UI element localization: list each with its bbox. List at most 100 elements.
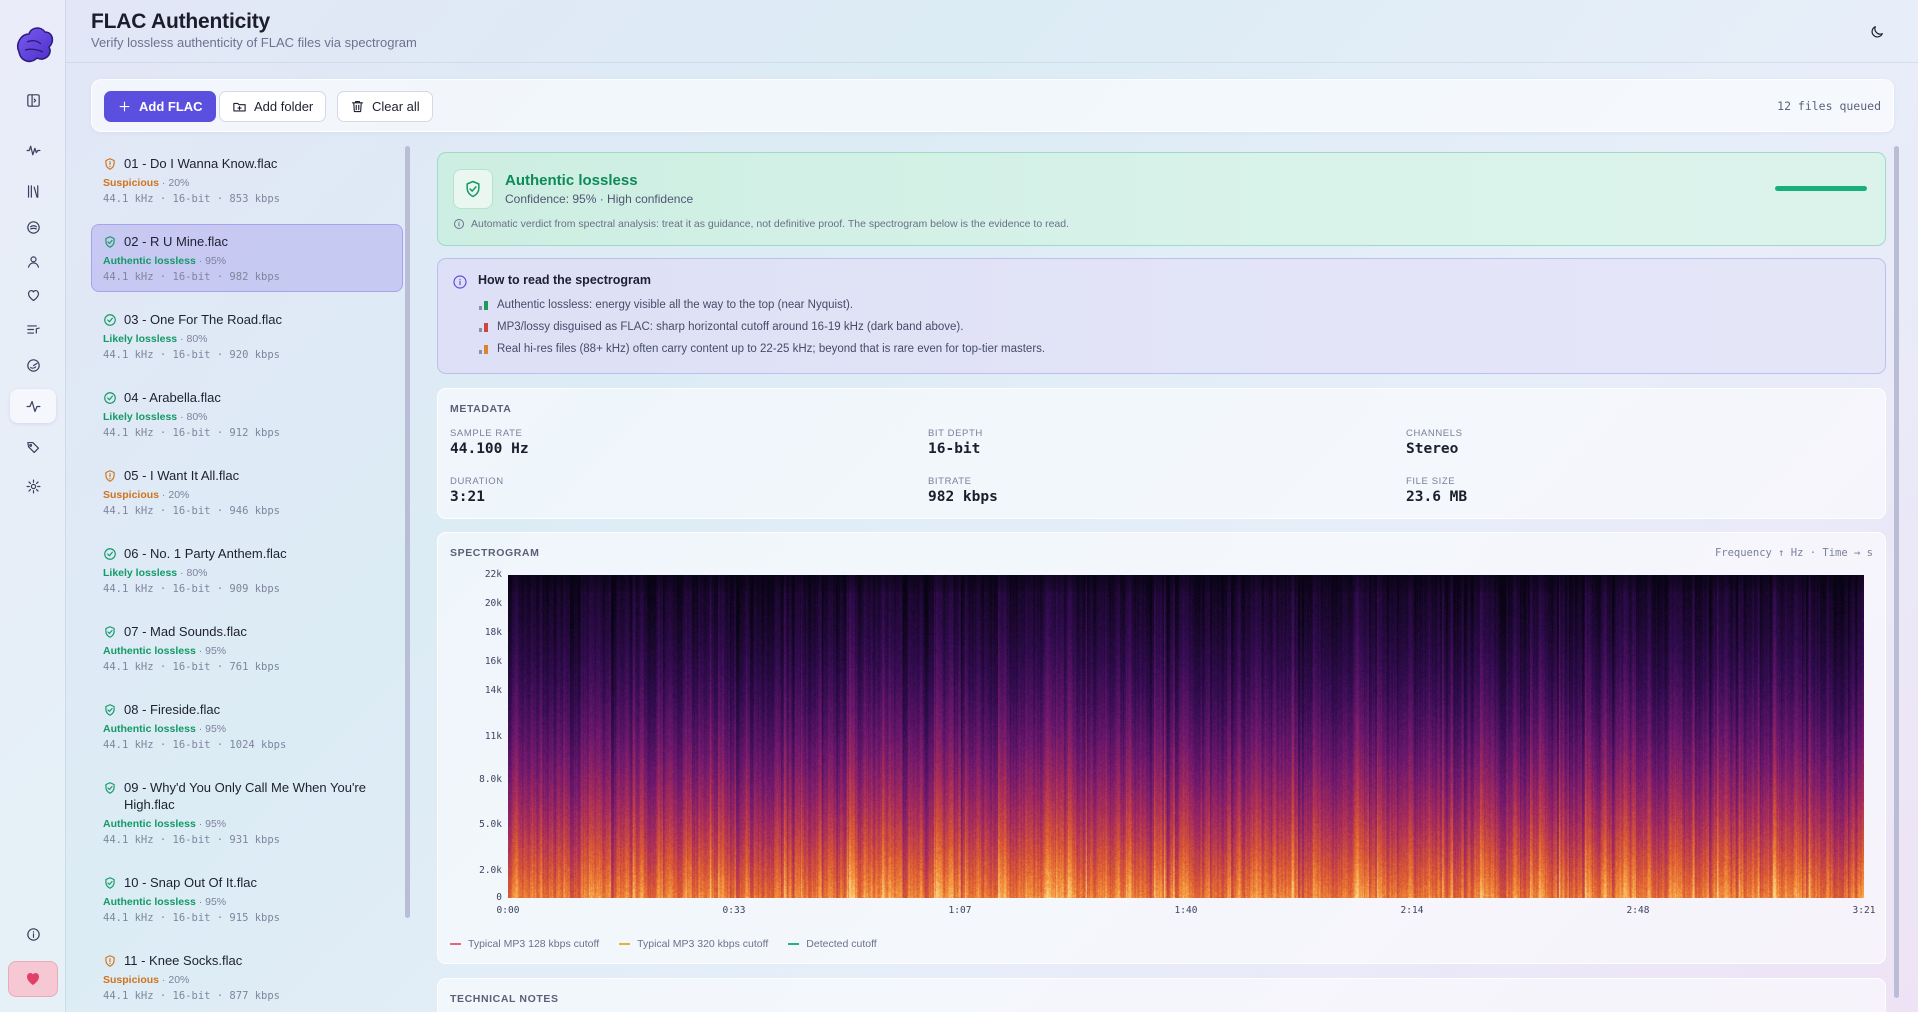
file-item[interactable]: 05 - I Want It All.flac Suspicious · 20% 4…: [91, 458, 403, 526]
file-meta: 44.1 kHz · 16-bit · 920 kbps: [103, 349, 281, 361]
legend-item: Detected cutoff: [788, 938, 877, 950]
file-name: 11 - Knee Socks.flac: [124, 953, 243, 968]
metadata-value: 16-bit: [928, 441, 981, 457]
file-status: Likely lossless · 80%: [103, 411, 208, 423]
tags-icon[interactable]: [10, 430, 56, 464]
file-meta: 44.1 kHz · 16-bit · 853 kbps: [103, 193, 281, 205]
file-status-label: Suspicious: [103, 974, 160, 986]
file-name: 06 - No. 1 Party Anthem.flac: [124, 546, 287, 561]
analysis-icon[interactable]: [10, 389, 56, 423]
disc-icon[interactable]: [10, 210, 56, 244]
file-name: 04 - Arabella.flac: [124, 390, 221, 405]
verdict-confidence: Confidence: 95% · High confidence: [505, 192, 694, 206]
clear-all-button[interactable]: Clear all: [337, 91, 433, 122]
bar-signal-icon: [479, 345, 488, 354]
technical-notes-card: TECHNICAL NOTES: [437, 978, 1886, 1012]
sidebar-toggle-icon[interactable]: [10, 83, 56, 117]
spectrogram-card: SPECTROGRAM Frequency ↑ Hz · Time → s 22…: [437, 532, 1886, 964]
file-status-label: Authentic lossless: [103, 723, 196, 735]
howto-item: MP3/lossy disguised as FLAC: sharp horiz…: [478, 321, 963, 333]
file-confidence: 80%: [186, 411, 208, 423]
page-title: FLAC Authenticity: [91, 10, 270, 33]
file-status: Suspicious · 20%: [103, 974, 190, 986]
metadata-label: BITRATE: [928, 476, 972, 487]
check-circle-icon: [104, 392, 116, 404]
metadata-label: CHANNELS: [1406, 428, 1463, 439]
x-tick-label: 1:07: [948, 905, 972, 916]
bar-signal-icon: [479, 301, 488, 310]
y-tick-label: 22k: [484, 569, 502, 580]
y-tick-label: 11k: [484, 730, 502, 742]
playlist-icon[interactable]: [10, 312, 56, 346]
main-scrollbar[interactable]: [1894, 146, 1899, 998]
app-logo-icon[interactable]: [11, 22, 57, 68]
support-heart-button[interactable]: [8, 961, 58, 997]
file-name: 01 - Do I Wanna Know.flac: [124, 156, 278, 171]
theme-toggle-button[interactable]: [1865, 20, 1889, 44]
file-status-label: Authentic lossless: [103, 818, 196, 830]
howto-item-text: MP3/lossy disguised as FLAC: sharp horiz…: [497, 321, 964, 333]
file-item[interactable]: 03 - One For The Road.flac Likely lossles…: [91, 302, 403, 370]
add-flac-button[interactable]: Add FLAC: [104, 91, 216, 122]
shield-check-icon: [105, 626, 115, 638]
file-status-label: Likely lossless: [103, 567, 178, 579]
trash-icon: [351, 100, 364, 113]
y-tick-label: 5.0k: [479, 819, 502, 831]
confidence-bar: [1775, 186, 1867, 191]
x-tick-label: 1:40: [1174, 905, 1198, 916]
page-subtitle: Verify lossless authenticity of FLAC fil…: [91, 35, 417, 50]
file-confidence: 95%: [205, 255, 227, 267]
heart-icon[interactable]: [10, 278, 56, 312]
file-name: 05 - I Want It All.flac: [124, 468, 240, 483]
spectrogram-axis-hint: Frequency ↑ Hz · Time → s: [1714, 547, 1873, 559]
x-tick-label: 3:21: [1852, 905, 1876, 916]
library-icon[interactable]: [10, 174, 56, 208]
user-icon[interactable]: [10, 244, 56, 278]
file-name: 09 - Why'd You Only Call Me When You're …: [124, 780, 366, 812]
settings-icon[interactable]: [10, 469, 56, 503]
file-item[interactable]: 07 - Mad Sounds.flac Authentic lossless ·…: [91, 614, 403, 682]
file-item[interactable]: 06 - No. 1 Party Anthem.flac Likely lossl…: [91, 536, 403, 604]
file-item[interactable]: 08 - Fireside.flac Authentic lossless · 9…: [91, 692, 403, 760]
file-list-scrollbar[interactable]: [405, 146, 410, 918]
howto-item-text: Authentic lossless: energy visible all t…: [497, 299, 854, 311]
file-item[interactable]: 04 - Arabella.flac Likely lossless · 80% 4…: [91, 380, 403, 448]
legend-item: Typical MP3 320 kbps cutoff: [619, 938, 768, 950]
header-divider: [66, 62, 1918, 63]
shield-alert-icon: [105, 955, 115, 967]
file-item[interactable]: 11 - Knee Socks.flac Suspicious · 20% 44.1…: [91, 943, 403, 1011]
file-status: Authentic lossless · 95%: [103, 818, 227, 830]
add-folder-button[interactable]: Add folder: [219, 91, 327, 122]
file-status: Suspicious · 20%: [103, 177, 190, 189]
y-tick-label: 14k: [484, 685, 502, 697]
file-meta: 44.1 kHz · 16-bit · 761 kbps: [103, 661, 281, 673]
waveform-icon[interactable]: [10, 133, 56, 167]
verdict-card: Authentic lossless Confidence: 95% · Hig…: [437, 152, 1886, 246]
file-confidence: 95%: [205, 645, 227, 657]
y-tick-label: 16k: [484, 656, 502, 668]
file-confidence: 95%: [205, 896, 227, 908]
file-name: 07 - Mad Sounds.flac: [124, 624, 247, 639]
file-status-label: Suspicious: [103, 489, 160, 501]
file-item[interactable]: 09 - Why'd You Only Call Me When You're …: [91, 770, 403, 855]
shield-check-icon: [105, 236, 115, 248]
spectrogram-image[interactable]: [508, 575, 1864, 898]
y-tick-label: 18k: [484, 627, 502, 639]
radar-icon[interactable]: [10, 348, 56, 382]
legend-label: Typical MP3 128 kbps cutoff: [468, 938, 600, 950]
add-folder-label: Add folder: [254, 99, 314, 114]
x-tick-label: 2:48: [1626, 905, 1650, 916]
file-item[interactable]: 01 - Do I Wanna Know.flac Suspicious · 20…: [91, 146, 403, 214]
howto-item-text: Real hi-res files (88+ kHz) often carry …: [497, 343, 1046, 355]
file-item[interactable]: 10 - Snap Out Of It.flac Authentic lossle…: [91, 865, 403, 933]
shield-alert-icon: [105, 158, 115, 170]
file-name: 03 - One For The Road.flac: [124, 312, 283, 327]
clear-all-label: Clear all: [372, 99, 420, 114]
file-confidence: 20%: [168, 489, 190, 501]
verdict-note-text: Automatic verdict from spectral analysis…: [471, 218, 1070, 230]
metadata-value: 982 kbps: [928, 489, 998, 505]
check-circle-icon: [104, 548, 116, 560]
file-confidence: 95%: [205, 723, 227, 735]
file-item[interactable]: 02 - R U Mine.flac Authentic lossless · 9…: [91, 224, 403, 292]
info-icon[interactable]: [10, 917, 56, 951]
